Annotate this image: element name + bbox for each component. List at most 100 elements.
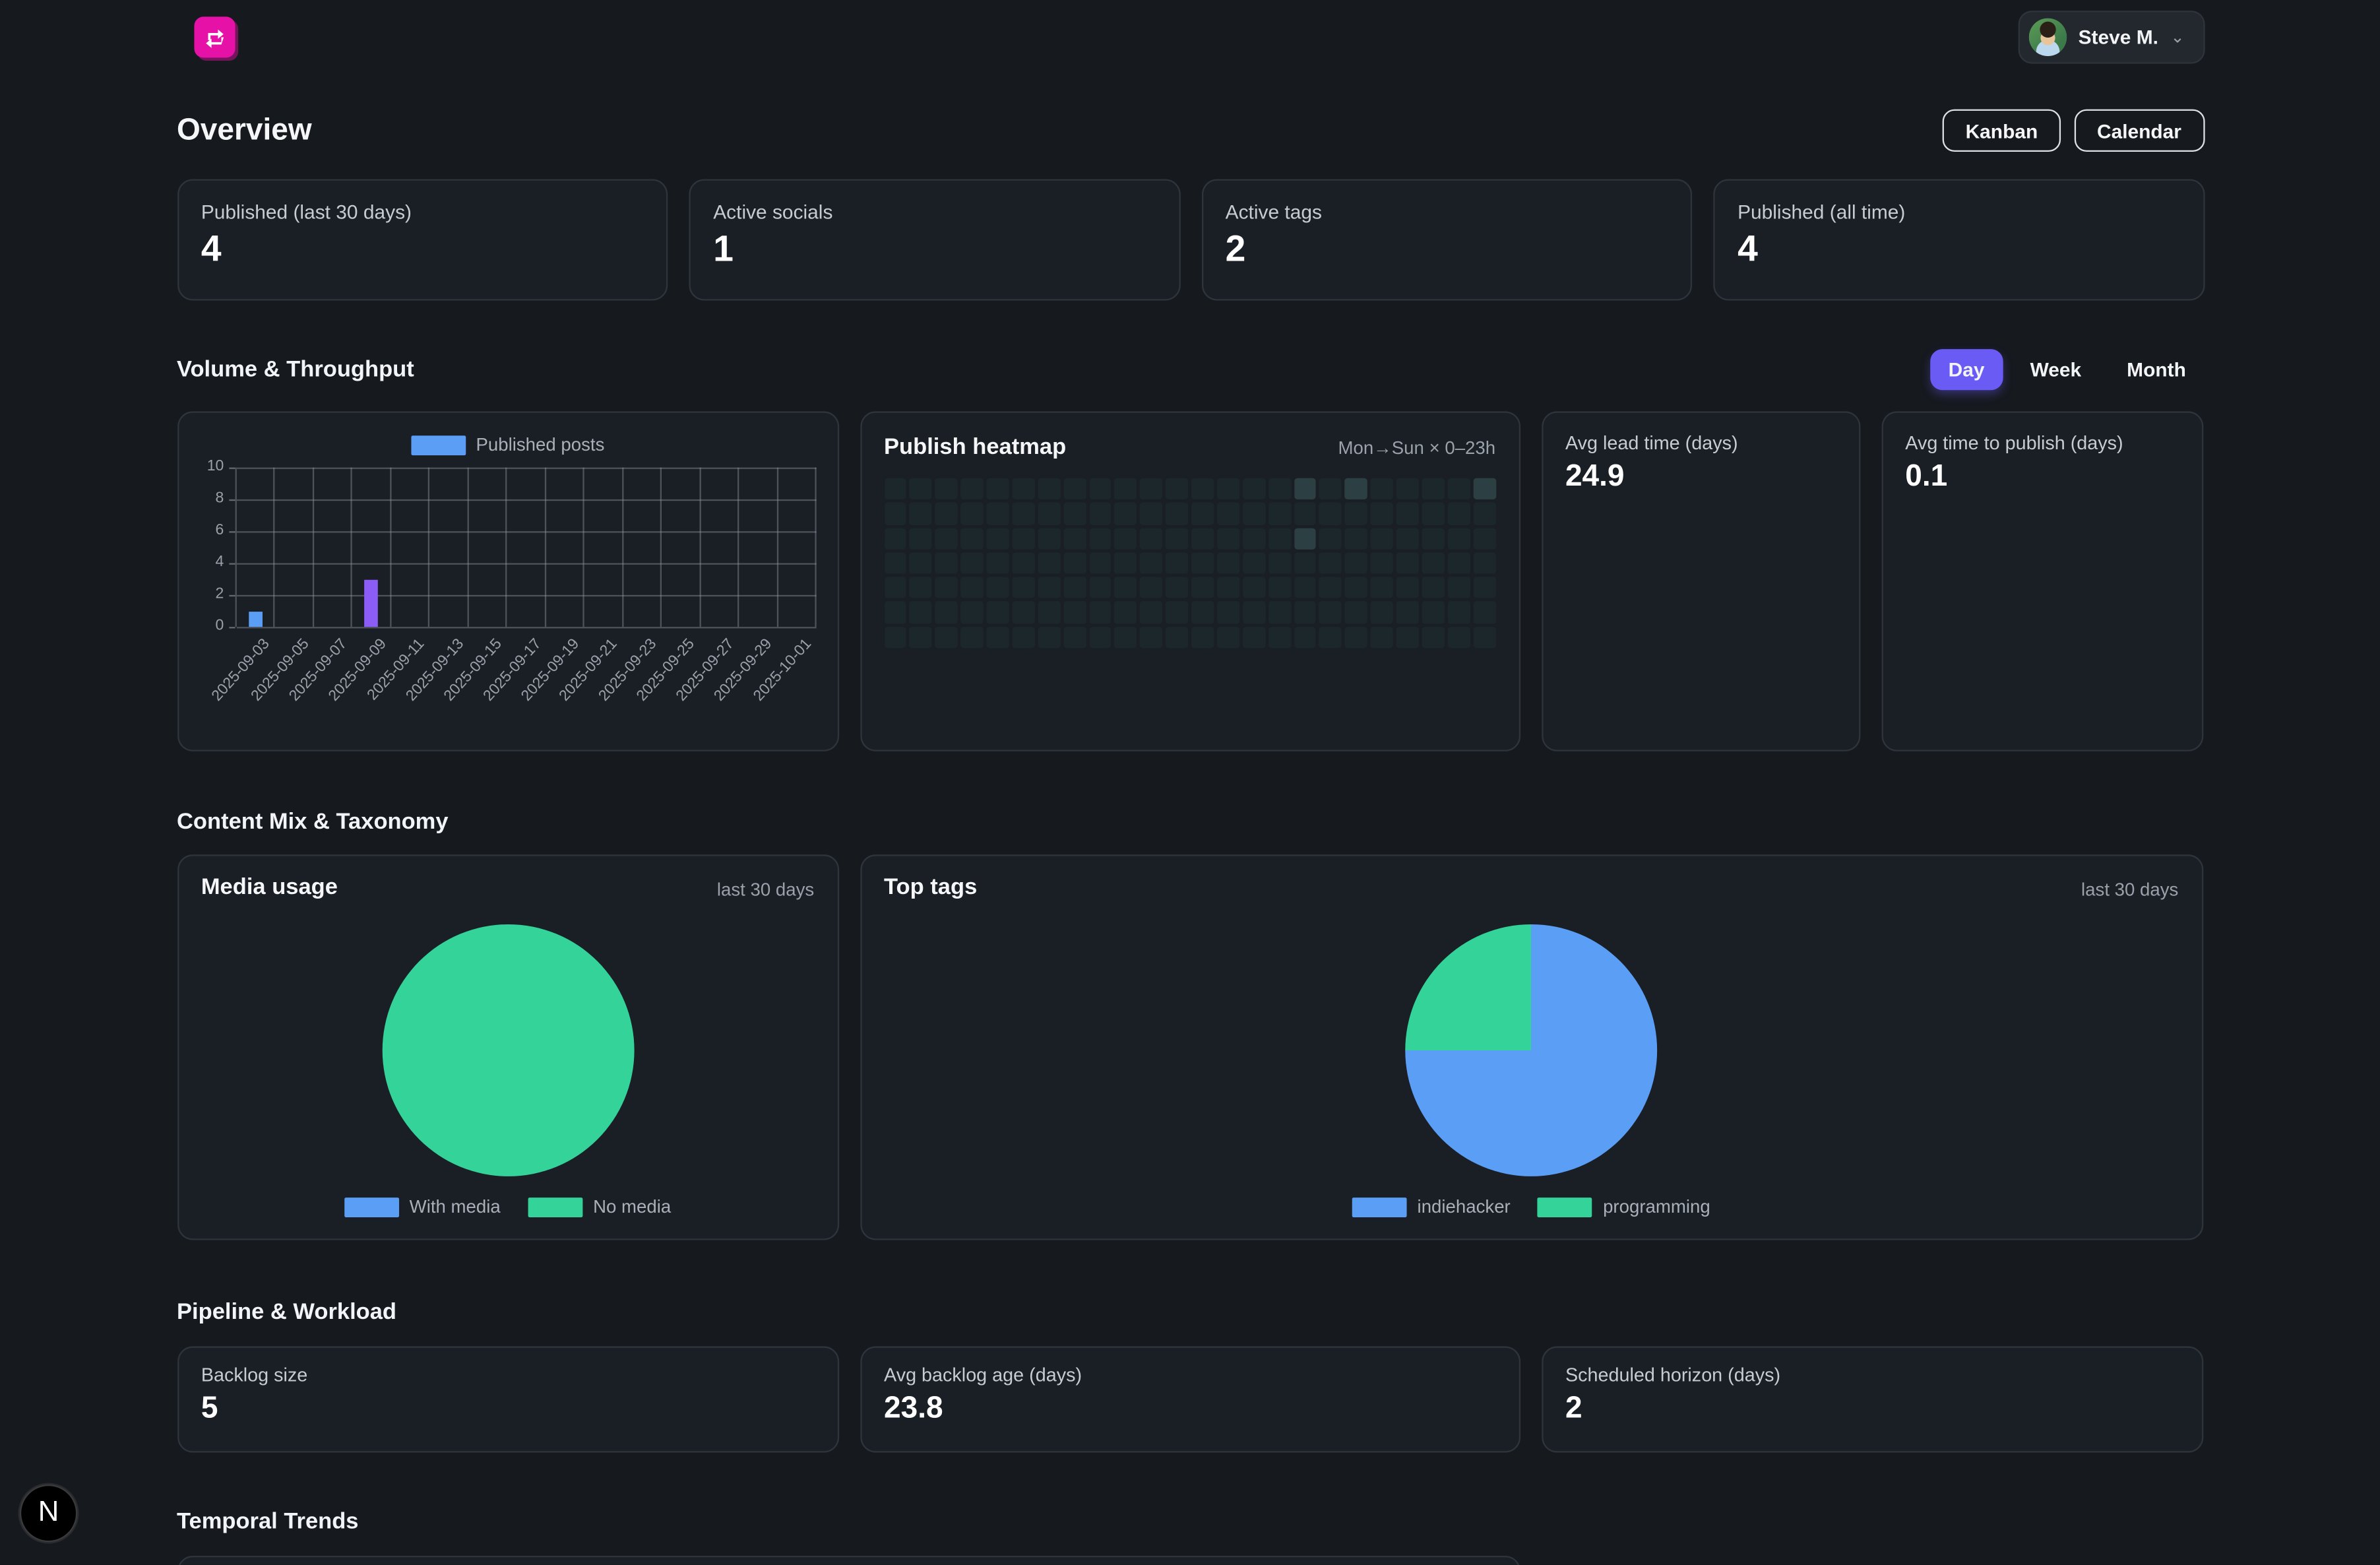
heatmap-cell [1422,478,1445,500]
heatmap-cell [1088,626,1112,649]
heatmap-cell [1114,552,1137,574]
heatmap-cell [1114,626,1137,649]
heatmap-cell [1216,503,1239,525]
toggle-day[interactable]: Day [1930,349,2003,391]
y-tick-label: 10 [206,458,224,476]
gridline [235,466,816,468]
heatmap-cell [1268,626,1291,649]
stats-row: Published (last 30 days) 4 Active social… [177,179,2205,301]
published-posts-chart-card: Published posts 0 2 4 6 8 10 2025-09-03 2025-0… [177,411,839,751]
avg-time-to-publish-card: Avg time to publish (days) 0.1 [1881,411,2203,751]
gridline [235,594,816,596]
user-menu[interactable]: Steve M. ⌄ [2017,9,2205,63]
gridline [544,467,546,627]
heatmap-cell [1268,601,1291,623]
toggle-month[interactable]: Month [2109,349,2205,390]
heatmap-cell [884,503,907,525]
heatmap-cell [1140,503,1163,525]
heatmap-cell [1012,478,1035,500]
heatmap-cell [1422,552,1445,574]
heatmap-cell [986,601,1009,623]
kpi-label: Avg time to publish (days) [1905,432,2123,454]
heatmap-cell [1396,527,1419,550]
heatmap-cell [960,478,984,500]
kanban-button[interactable]: Kanban [1943,109,2061,152]
y-tick-mark [228,498,235,501]
gridline [776,467,778,627]
heatmap-cell [1319,626,1342,649]
calendar-button[interactable]: Calendar [2074,109,2205,152]
avg-backlog-age-card: Avg backlog age (days) 23.8 [860,1346,1520,1453]
kpi-value: 5 [201,1391,218,1426]
legend-item-published-posts[interactable]: Published posts [410,434,604,455]
section-title-pipeline: Pipeline & Workload [177,1299,397,1325]
heatmap-cell [1166,478,1189,500]
heatmap-cell [1166,527,1189,550]
heatmap-cell [935,527,958,550]
heatmap-cell [1063,626,1086,649]
heatmap-cell [909,577,933,599]
heatmap-cell [909,527,933,550]
heatmap-cell [1294,552,1317,574]
legend-swatch [410,435,466,455]
heatmap-cell [1268,478,1291,500]
dev-tools-badge[interactable]: N [19,1484,78,1543]
app-logo[interactable] [193,16,235,57]
heatmap-cell [1370,577,1393,599]
heatmap-cell [986,527,1009,550]
stat-label: Published (last 30 days) [201,200,412,224]
heatmap-cell [1063,478,1086,500]
legend-label: indiehacker [1417,1196,1511,1218]
kpi-label: Avg backlog age (days) [884,1364,1082,1386]
legend-item-indiehacker[interactable]: indiehacker [1352,1196,1511,1217]
y-tick-mark [228,466,235,468]
bar-2025-09-09 [364,579,379,627]
heatmap-cell [1063,577,1086,599]
stat-value: 4 [201,229,222,271]
legend-item-with-media[interactable]: With media [344,1196,501,1217]
legend-item-programming[interactable]: programming [1538,1196,1710,1217]
heatmap-cell [1294,478,1317,500]
gridline [351,467,353,627]
heatmap-cell [1140,626,1163,649]
heatmap-cell [1114,478,1137,500]
period-toggle: Day Week Month [1930,349,2205,391]
heatmap-cell [1447,601,1470,623]
heatmap-cell [1216,626,1239,649]
heatmap-subtitle: Mon→Sun × 0–23h [1338,437,1496,459]
gridline [660,467,662,627]
heatmap-cell [1268,503,1291,525]
y-tick-label: 4 [215,554,224,571]
heatmap-cell [960,626,984,649]
heatmap-cell [1319,527,1342,550]
bar-2025-09-03 [248,610,263,627]
legend-item-no-media[interactable]: No media [528,1196,671,1217]
heatmap-cell [909,503,933,525]
section-title-temporal: Temporal Trends [177,1508,359,1535]
legend-label: No media [593,1196,672,1218]
heatmap-cell [1294,577,1317,599]
gridline [621,467,623,627]
top-tags-badge: last 30 days [2081,878,2179,900]
heatmap-cell [909,601,933,623]
stat-card-active-tags: Active tags 2 [1201,179,1693,301]
gridline [389,467,392,627]
heatmap-cell [884,527,907,550]
publish-heatmap-card: Publish heatmap Mon→Sun × 0–23h [860,411,1520,751]
heatmap-cell [1319,478,1342,500]
heatmap-cell [1242,601,1265,623]
heatmap-cell [1242,503,1265,525]
heatmap-cell [1037,552,1061,574]
heatmap-cell [1344,503,1368,525]
heatmap-cell [1166,626,1189,649]
kpi-label: Backlog size [201,1364,308,1386]
heatmap-cell [1447,527,1470,550]
heatmap-cell [1447,577,1470,599]
heatmap-cell [1088,601,1112,623]
heatmap-cell [1319,577,1342,599]
toggle-week[interactable]: Week [2012,349,2100,390]
heatmap-cell [1370,601,1393,623]
avg-lead-time-card: Avg lead time (days) 24.9 [1541,411,1860,751]
heatmap-cell [1344,552,1368,574]
stat-label: Active tags [1225,200,1322,224]
